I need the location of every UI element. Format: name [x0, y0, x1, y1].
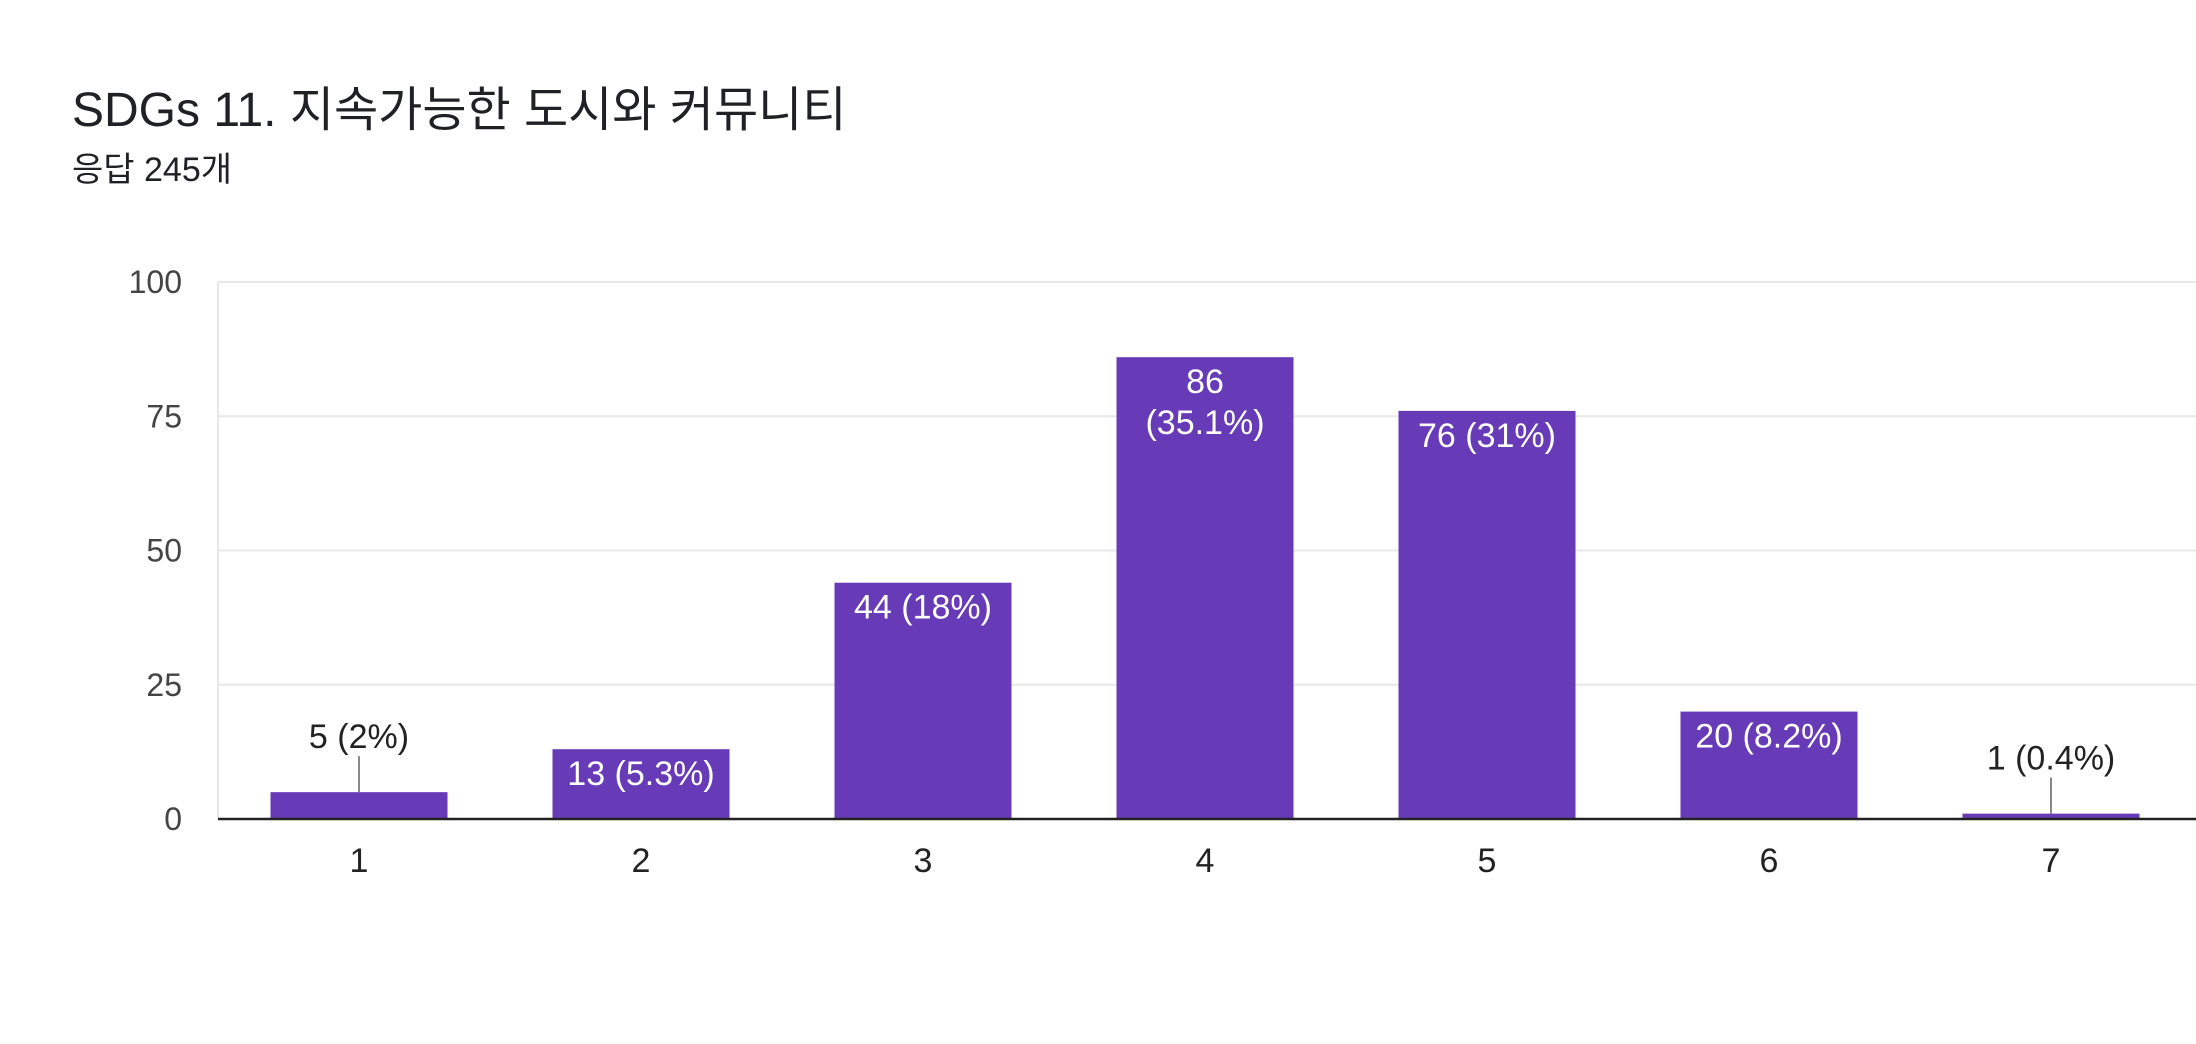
data-label: 13 (5.3%) [567, 755, 714, 793]
data-label: 5 (2%) [309, 718, 409, 756]
y-tick-label: 50 [146, 533, 182, 569]
data-label: 1 (0.4%) [1987, 740, 2116, 778]
bar [1962, 813, 2140, 819]
x-tick-label: 6 [1760, 842, 1779, 880]
x-tick-label: 1 [350, 842, 369, 880]
y-tick-label: 25 [146, 667, 182, 703]
data-label: 44 (18%) [854, 589, 992, 627]
x-tick-label: 4 [1196, 842, 1215, 880]
response-count: 응답 245개 [72, 151, 233, 189]
bar [834, 582, 1012, 819]
y-tick-label: 75 [146, 398, 182, 434]
bar [1680, 711, 1858, 819]
data-label: 20 (8.2%) [1695, 718, 1842, 756]
x-tick-label: 3 [914, 842, 933, 880]
chart-title: SDGs 11. 지속가능한 도시와 커뮤니티 [72, 84, 847, 137]
bar [1398, 410, 1576, 819]
data-label: 86 [1186, 363, 1224, 401]
bar [270, 792, 448, 819]
x-tick-label: 5 [1478, 842, 1497, 880]
y-tick-label: 100 [129, 264, 182, 300]
bar [552, 749, 730, 819]
data-label: (35.1%) [1145, 404, 1264, 442]
x-tick-label: 7 [2042, 842, 2061, 880]
x-tick-label: 2 [632, 842, 651, 880]
data-label: 76 (31%) [1418, 417, 1556, 455]
bar [1116, 357, 1294, 819]
y-tick-label: 0 [164, 801, 182, 837]
